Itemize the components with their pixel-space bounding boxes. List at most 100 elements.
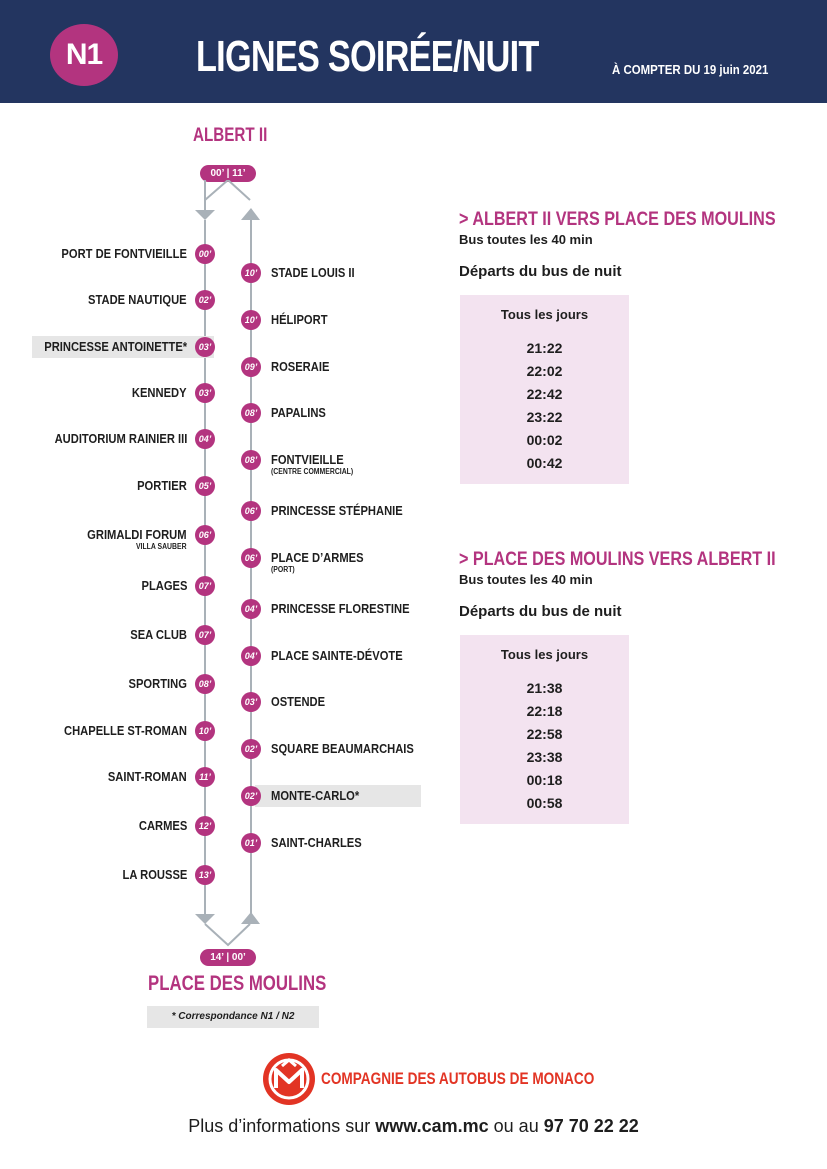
stop-name: PRINCESSE ANTOINETTE* <box>44 339 187 354</box>
return-stop-label: STADE LOUIS II <box>271 265 355 280</box>
schedule-frequency: Bus toutes les 40 min <box>459 232 593 247</box>
stop-name: AUDITORIUM RAINIER III <box>54 431 187 446</box>
outbound-stop-label: GRIMALDI FORUM VILLA SAUBER <box>88 527 187 551</box>
outbound-stop-label: CARMES <box>139 818 187 833</box>
departure-time: 22:18 <box>526 703 563 719</box>
return-stop-label: PRINCESSE STÉPHANIE <box>271 503 403 518</box>
departure-time: 22:42 <box>526 386 563 402</box>
stop-name: PAPALINS <box>271 405 326 420</box>
return-stop-label: MONTE-CARLO* <box>271 788 359 803</box>
return-stop-label: PAPALINS <box>271 405 326 420</box>
outbound-stop-label: KENNEDY <box>132 385 187 400</box>
stop-name: SQUARE BEAUMARCHAIS <box>271 741 414 756</box>
stop-time-dot: 04’ <box>241 646 261 666</box>
stop-time-dot: 07’ <box>195 576 215 596</box>
outbound-stop-label: LA ROUSSE <box>122 867 187 882</box>
stop-time-dot: 02’ <box>195 290 215 310</box>
website-link[interactable]: www.cam.mc <box>375 1116 489 1136</box>
table-header: Tous les jours <box>500 307 589 322</box>
stop-subtitle: (CENTRE COMMERCIAL) <box>271 467 354 476</box>
stop-name: PORT DE FONTVIEILLE <box>61 246 187 261</box>
effective-date: À COMPTER DU 19 juin 2021 <box>612 62 769 77</box>
return-stop-label: PLACE SAINTE-DÉVOTE <box>271 648 403 663</box>
stop-time-dot: 04’ <box>241 599 261 619</box>
stop-time-dot: 05’ <box>195 476 215 496</box>
stop-name: HÉLIPORT <box>271 312 328 327</box>
return-stop-label: SAINT-CHARLES <box>271 835 362 850</box>
departure-time: 23:38 <box>526 749 563 765</box>
stop-time-dot: 13’ <box>195 865 215 885</box>
stop-name: PLAGES <box>141 578 187 593</box>
route-connector-lines <box>195 180 260 947</box>
line-badge: N1 <box>50 24 118 86</box>
departure-time: 00:58 <box>526 795 563 811</box>
stop-time-dot: 08’ <box>241 450 261 470</box>
outbound-stop-label: SPORTING <box>129 676 187 691</box>
footer-info-middle: ou au <box>488 1116 544 1136</box>
stop-subtitle: (PORT) <box>271 565 295 574</box>
outbound-stop-label: STADE NAUTIQUE <box>88 292 187 307</box>
stop-time-dot: 11’ <box>195 767 215 787</box>
footer-info: Plus d’informations sur www.cam.mc ou au… <box>0 1116 827 1137</box>
departures-table: Tous les jours 21:22 22:02 22:42 23:22 00:02 0… <box>460 295 629 484</box>
stop-time-dot: 10’ <box>241 263 261 283</box>
stop-name: SAINT-ROMAN <box>108 769 187 784</box>
stop-time-dot: 02’ <box>241 739 261 759</box>
highlight-band <box>255 785 421 807</box>
stop-name: PRINCESSE STÉPHANIE <box>271 503 403 518</box>
outbound-stop-label: PRINCESSE ANTOINETTE* <box>44 339 187 354</box>
stop-name: GRIMALDI FORUM <box>87 527 187 542</box>
phone-number: 97 70 22 22 <box>543 1116 639 1136</box>
stop-time-dot: 12’ <box>195 816 215 836</box>
return-stop-label: HÉLIPORT <box>271 312 328 327</box>
departure-time: 21:22 <box>526 340 563 356</box>
end-terminus: PLACE DES MOULINS <box>148 972 327 995</box>
stop-time-dot: 00’ <box>195 244 215 264</box>
stop-time-dot: 06’ <box>241 548 261 568</box>
highlight-band <box>32 336 214 358</box>
schedule-title: > PLACE DES MOULINS VERS ALBERT II <box>459 549 776 570</box>
schedule-frequency: Bus toutes les 40 min <box>459 572 593 587</box>
stop-name: STADE NAUTIQUE <box>88 292 187 307</box>
stop-time-dot: 03’ <box>195 383 215 403</box>
stop-name: PRINCESSE FLORESTINE <box>271 601 410 616</box>
stop-time-dot: 01’ <box>241 833 261 853</box>
stop-name: OSTENDE <box>271 694 326 709</box>
down-arrow-icon <box>195 210 215 220</box>
end-times-pill: 14’ | 00’ <box>200 949 256 966</box>
start-terminus: ALBERT II <box>193 125 268 146</box>
return-stop-label: PLACE D’ARMES (PORT) <box>271 550 364 574</box>
outbound-stop-label: AUDITORIUM RAINIER III <box>54 431 187 446</box>
departure-time: 00:18 <box>526 772 563 788</box>
connection-note: * Correspondance N1 / N2 <box>147 1006 319 1028</box>
outbound-stop-label: PORTIER <box>137 478 187 493</box>
outbound-stop-label: CHAPELLE ST-ROMAN <box>64 723 187 738</box>
table-header: Tous les jours <box>500 647 589 662</box>
stop-time-dot: 08’ <box>195 674 215 694</box>
stop-name: SEA CLUB <box>130 627 187 642</box>
stop-name: MONTE-CARLO* <box>271 788 360 803</box>
stop-name: KENNEDY <box>132 385 187 400</box>
departures-table: Tous les jours 21:38 22:18 22:58 23:38 00:18 0… <box>460 635 629 824</box>
stop-time-dot: 06’ <box>195 525 215 545</box>
outbound-stop-label: SAINT-ROMAN <box>108 769 187 784</box>
up-arrow-icon <box>241 208 260 220</box>
stop-name: CARMES <box>138 818 187 833</box>
return-stop-label: PRINCESSE FLORESTINE <box>271 601 410 616</box>
departure-time: 22:02 <box>526 363 563 379</box>
footer-info-prefix: Plus d’informations sur <box>188 1116 376 1136</box>
up-arrow-icon <box>241 912 260 924</box>
return-stop-label: FONTVIEILLE (CENTRE COMMERCIAL) <box>271 452 353 476</box>
departure-time: 22:58 <box>526 726 563 742</box>
schedule-title: > ALBERT II VERS PLACE DES MOULINS <box>459 209 776 230</box>
stop-time-dot: 02’ <box>241 786 261 806</box>
stop-time-dot: 10’ <box>241 310 261 330</box>
stop-time-dot: 10’ <box>195 721 215 741</box>
stop-name: PORTIER <box>137 478 187 493</box>
stop-time-dot: 09’ <box>241 357 261 377</box>
stop-name: FONTVIEILLE <box>271 452 344 467</box>
outbound-line <box>204 220 206 914</box>
start-times-pill: 00’ | 11’ <box>200 165 256 182</box>
stop-time-dot: 03’ <box>195 337 215 357</box>
stop-name: PLACE D’ARMES <box>271 550 364 565</box>
